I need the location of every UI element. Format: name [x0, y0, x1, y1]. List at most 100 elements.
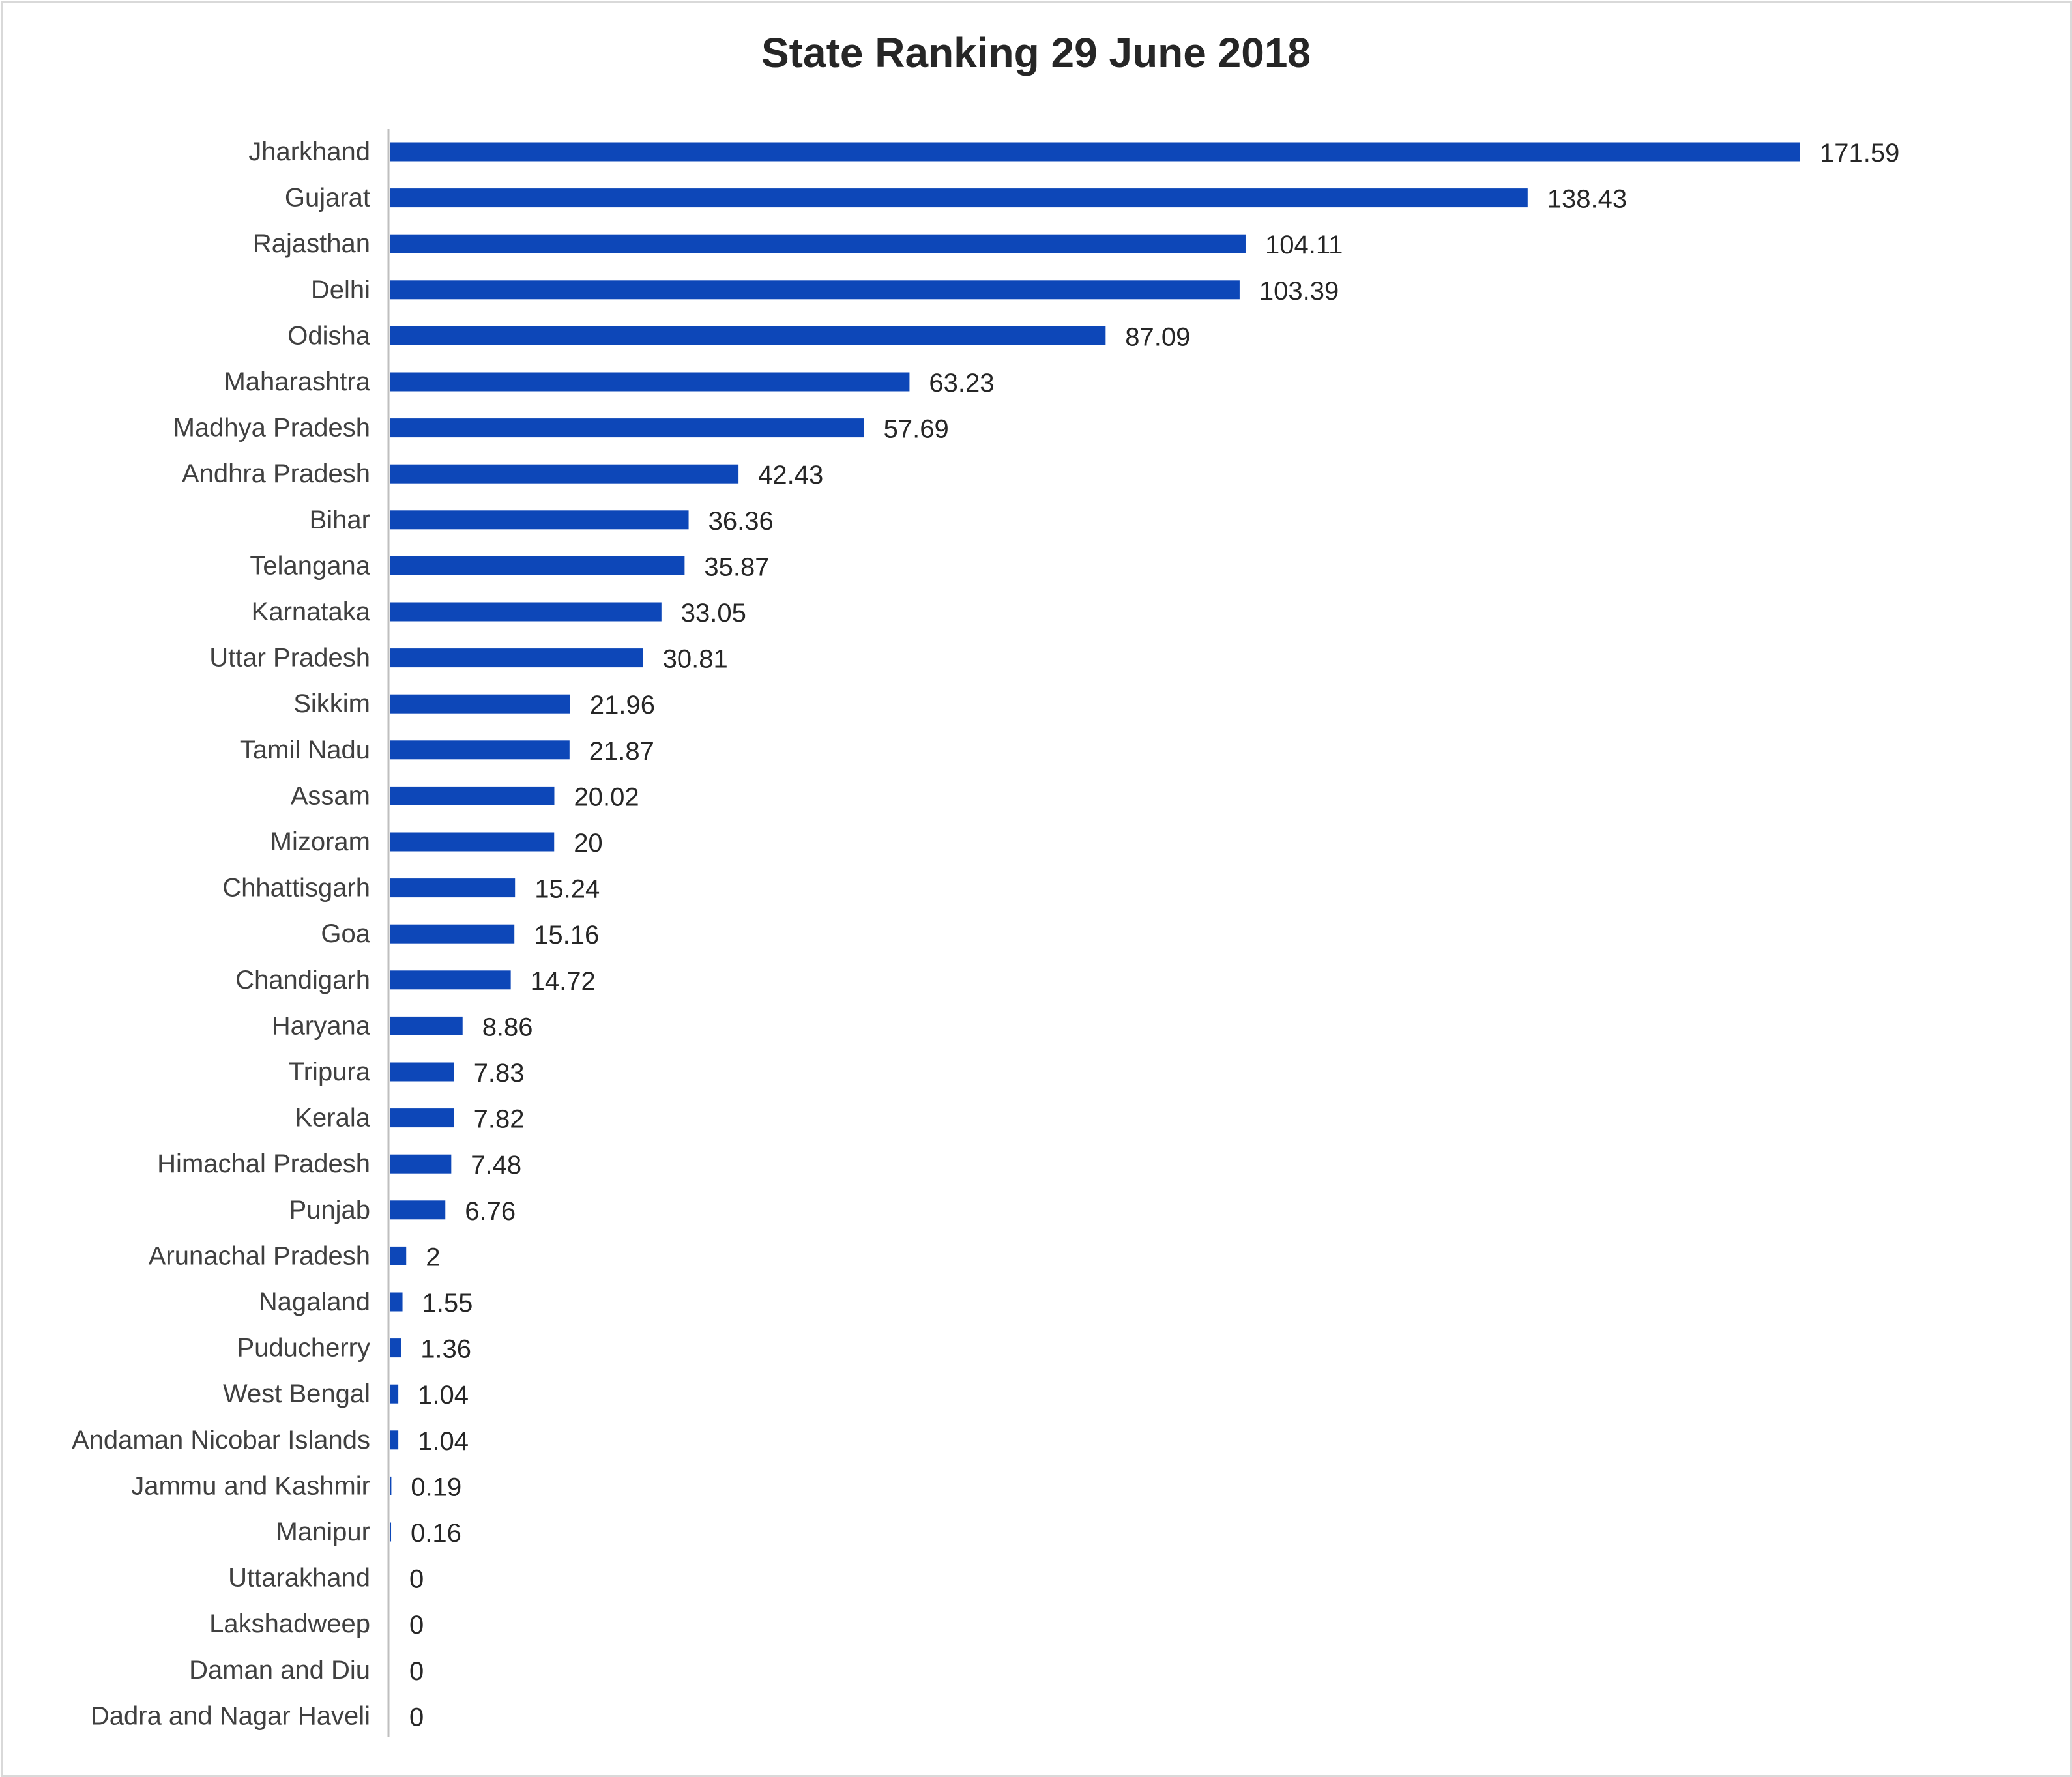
value-label: 21.87 [589, 737, 654, 766]
bar [390, 1292, 403, 1312]
bar [390, 878, 516, 898]
category-label: Punjab [289, 1196, 370, 1224]
category-label: Daman and Diu [189, 1656, 370, 1684]
category-label: Sikkim [293, 689, 370, 718]
category-label: Puducherry [237, 1334, 370, 1363]
category-label: Maharashtra [224, 368, 370, 396]
category-label: Gujarat [285, 184, 370, 212]
category-label: Odisha [287, 321, 370, 350]
bar [390, 832, 555, 852]
value-label: 87.09 [1125, 323, 1190, 351]
category-label: Uttar Pradesh [209, 644, 370, 672]
category-label: Karnataka [252, 598, 371, 626]
bar [390, 1154, 452, 1174]
bar [390, 1430, 399, 1450]
category-label: Tamil Nadu [240, 736, 370, 764]
value-label: 21.96 [590, 691, 655, 719]
bar [390, 740, 570, 760]
value-label: 63.23 [929, 369, 994, 397]
bar [390, 326, 1106, 345]
value-label: 35.87 [704, 553, 769, 581]
value-label: 30.81 [663, 645, 728, 674]
value-label: 0 [409, 1703, 424, 1731]
bars-layer [390, 142, 1800, 1542]
category-label: Chandigarh [235, 966, 370, 994]
value-label: 1.04 [418, 1381, 469, 1409]
bar [390, 694, 570, 714]
category-label: Andhra Pradesh [182, 459, 370, 488]
bar [390, 1522, 392, 1542]
bar [390, 970, 511, 990]
category-label: Bihar [310, 506, 370, 534]
category-label: Tripura [289, 1058, 371, 1086]
value-label: 1.55 [422, 1289, 473, 1318]
category-label: Dadra and Nagar Haveli [91, 1701, 370, 1730]
bar [390, 234, 1246, 253]
bar [390, 372, 910, 392]
value-label: 138.43 [1547, 185, 1627, 214]
value-label: 2 [426, 1243, 440, 1271]
value-label: 6.76 [465, 1197, 516, 1226]
bar [390, 142, 1800, 162]
value-label: 0 [409, 1611, 424, 1640]
category-label: Telangana [250, 551, 370, 580]
value-label: 7.83 [474, 1059, 525, 1088]
bar [390, 510, 689, 530]
value-label: 0.16 [411, 1519, 461, 1548]
bar [390, 1384, 399, 1404]
category-label: Haryana [272, 1011, 371, 1040]
category-label: Mizoram [270, 828, 370, 856]
value-label: 1.04 [418, 1427, 469, 1456]
category-label: Nagaland [259, 1288, 370, 1316]
bar [390, 280, 1240, 300]
value-label: 0 [409, 1565, 424, 1594]
bar [390, 1108, 454, 1128]
bar [390, 1200, 446, 1220]
value-label: 14.72 [531, 967, 596, 996]
bar [390, 188, 1528, 208]
category-label: Assam [291, 781, 370, 810]
value-label: 33.05 [681, 599, 746, 628]
bar [390, 1062, 454, 1082]
bar [390, 786, 555, 805]
bar [390, 602, 662, 622]
category-label: Arunachal Pradesh [149, 1241, 370, 1270]
value-label: 104.11 [1265, 231, 1343, 259]
value-label: 103.39 [1259, 277, 1339, 306]
category-label: Himachal Pradesh [157, 1149, 370, 1178]
category-label: Andaman Nicobar Islands [72, 1426, 370, 1454]
category-label: Kerala [295, 1104, 370, 1133]
value-label: 15.24 [534, 875, 600, 904]
bar [390, 418, 864, 438]
bar [390, 464, 739, 484]
category-label: Chhattisgarh [222, 874, 370, 903]
value-label: 8.86 [482, 1013, 533, 1041]
value-label: 20 [574, 829, 603, 858]
value-label: 1.36 [420, 1335, 471, 1364]
category-label: Goa [321, 919, 370, 948]
category-label: Uttarakhand [228, 1564, 370, 1593]
category-label: Madhya Pradesh [173, 414, 370, 442]
value-label: 57.69 [884, 415, 949, 444]
category-label: Rajasthan [253, 229, 370, 258]
value-label: 7.82 [474, 1105, 525, 1134]
value-labels-layer: 171.59 138.43 104.11 103.39 87.09 63.23 57.69 4… [409, 139, 1899, 1731]
value-label: 42.43 [758, 461, 823, 489]
value-label: 7.48 [471, 1151, 521, 1179]
bar [390, 556, 685, 575]
value-label: 36.36 [708, 507, 774, 536]
bar [390, 1476, 392, 1495]
category-label: Manipur [276, 1518, 370, 1546]
category-label: Lakshadweep [209, 1610, 370, 1638]
bar [390, 648, 643, 668]
value-label: 15.16 [534, 921, 599, 949]
bar [390, 1016, 463, 1035]
category-label: Jammu and Kashmir [131, 1471, 370, 1500]
value-label: 171.59 [1820, 139, 1899, 167]
value-label: 20.02 [574, 783, 639, 811]
bar [390, 924, 515, 944]
chart-title: State Ranking 29 June 2018 [761, 29, 1311, 76]
category-label: West Bengal [223, 1380, 370, 1408]
bar [390, 1338, 401, 1358]
